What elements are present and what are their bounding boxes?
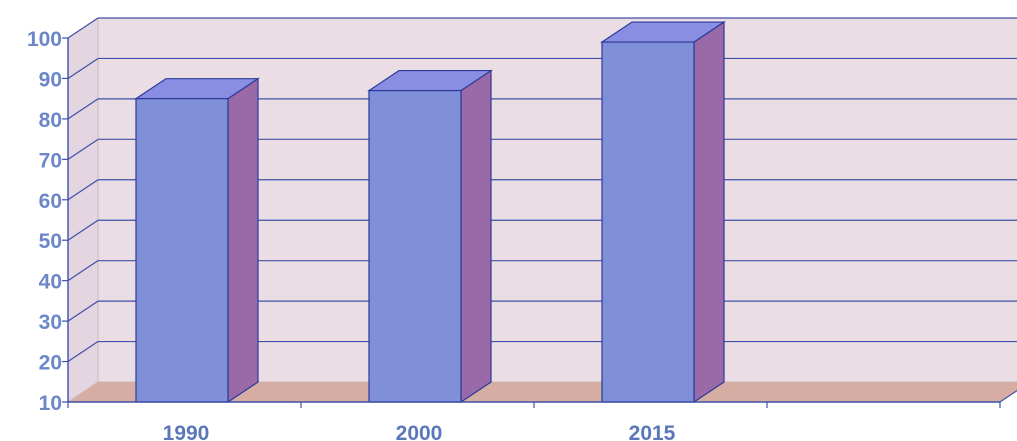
bar-side xyxy=(460,69,492,404)
gridline-depth xyxy=(67,98,99,120)
axis-labels: 10 20 30 40 50 60 70 80 90 100 1990 2000 2015 xyxy=(27,28,676,441)
y-tick-label: 20 xyxy=(39,352,62,375)
x-category-label: 2000 xyxy=(396,422,443,441)
floor xyxy=(68,382,1017,402)
bar-side xyxy=(227,77,259,404)
gridline-depth xyxy=(67,260,99,282)
x-axis-depth xyxy=(999,389,1017,403)
y-tick-label: 60 xyxy=(39,190,62,213)
bar-2015 xyxy=(600,20,726,404)
y-tick-label: 10 xyxy=(39,392,62,415)
y-tick-label: 70 xyxy=(39,149,62,172)
bar-front xyxy=(368,89,462,403)
y-tick-label: 80 xyxy=(39,109,62,132)
gridline-depth xyxy=(67,57,99,79)
x-category-label: 1990 xyxy=(163,422,210,441)
bar-front xyxy=(601,41,695,403)
axes xyxy=(62,37,1017,408)
gridline-depth xyxy=(67,17,99,39)
gridline-depth xyxy=(67,300,99,322)
gridline-depth xyxy=(67,341,99,363)
x-category-label: 2015 xyxy=(629,422,676,441)
bar-2000 xyxy=(367,69,493,404)
bars xyxy=(134,20,726,404)
y-tick-label: 30 xyxy=(39,311,62,334)
y-tick-label: 90 xyxy=(39,68,62,91)
y-tick-label: 100 xyxy=(27,28,62,51)
bar-front xyxy=(135,98,229,403)
gridline-depth xyxy=(67,179,99,201)
y-tick-label: 50 xyxy=(39,230,62,253)
bar-1990 xyxy=(134,77,260,404)
gridline-depth xyxy=(67,138,99,160)
chart-walls xyxy=(67,17,1017,403)
y-tick-label: 40 xyxy=(39,271,62,294)
gridline-depth xyxy=(67,219,99,241)
bar-side xyxy=(693,20,725,404)
